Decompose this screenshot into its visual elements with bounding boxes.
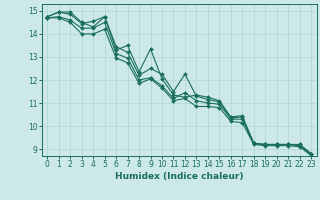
X-axis label: Humidex (Indice chaleur): Humidex (Indice chaleur) (115, 172, 244, 181)
